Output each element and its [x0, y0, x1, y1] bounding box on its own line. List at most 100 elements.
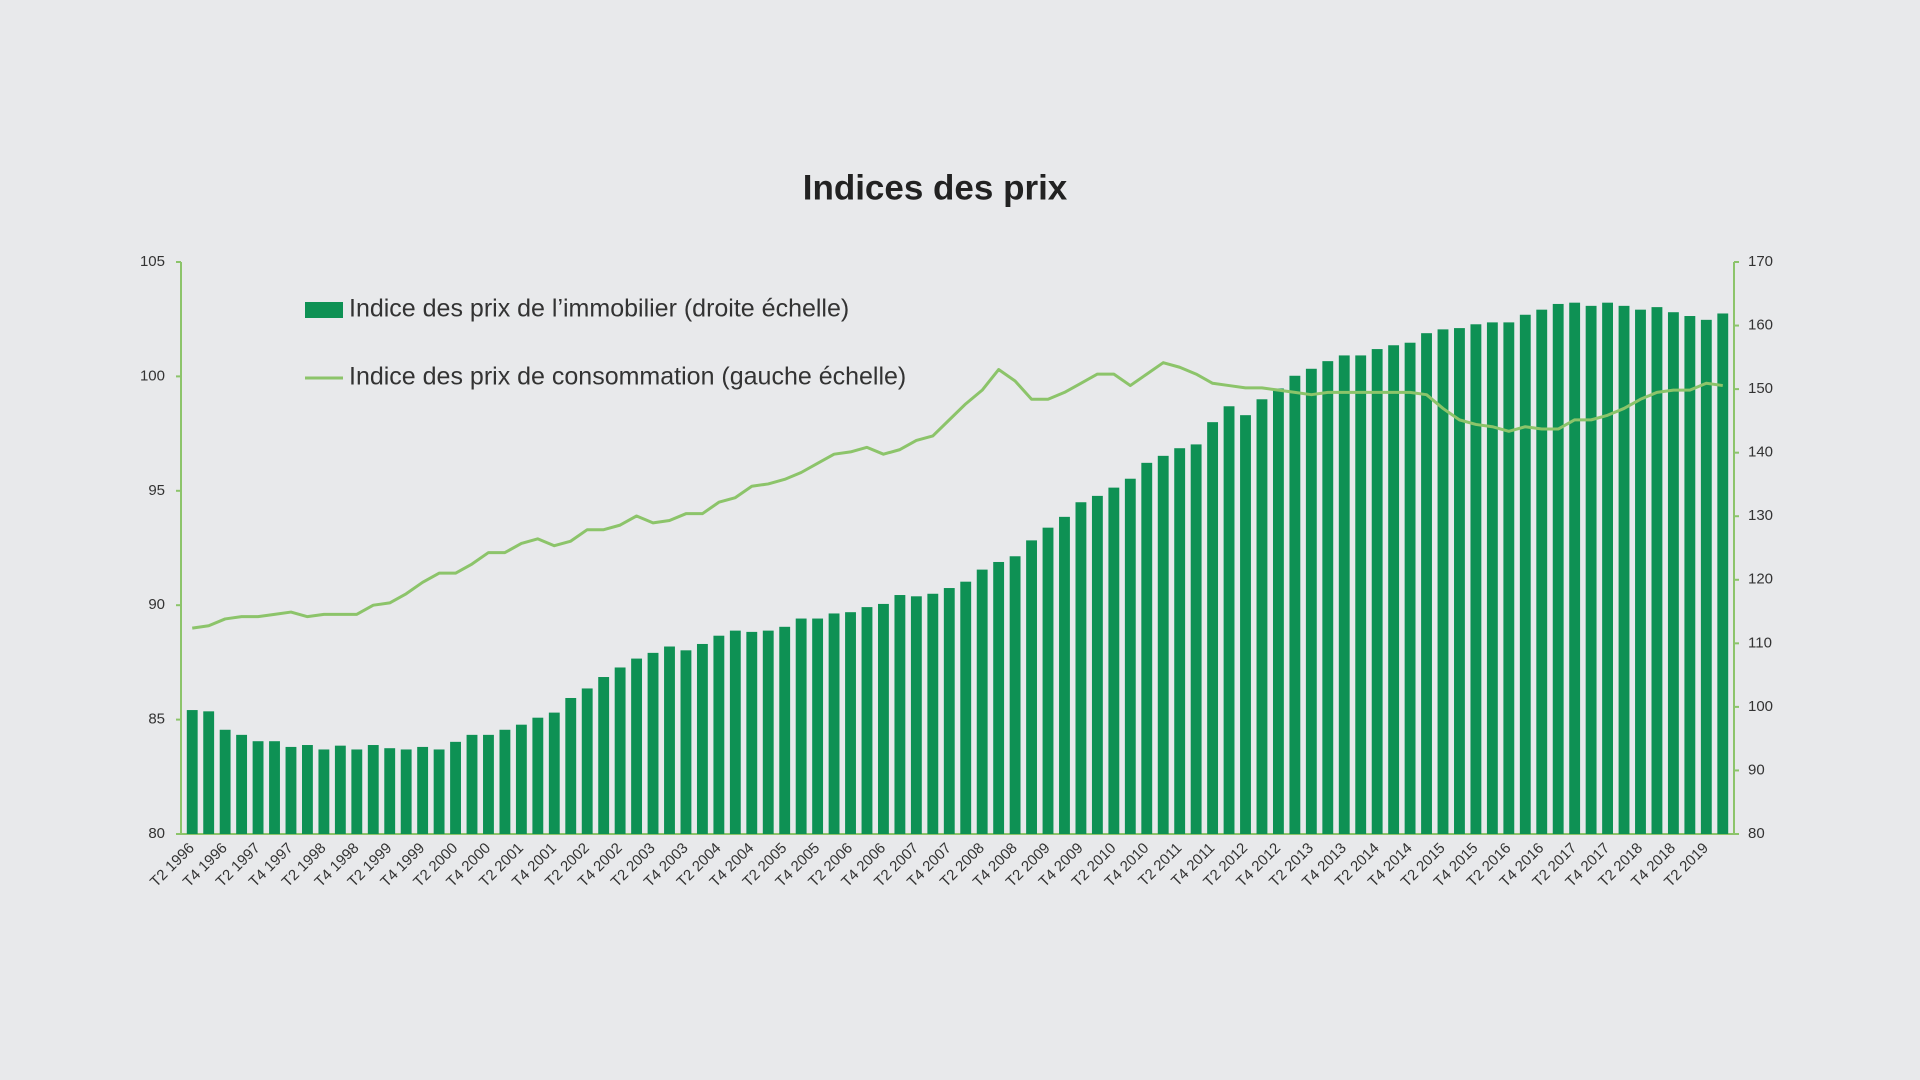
legend-label: Indice des prix de consommation (gauche … [349, 363, 906, 391]
bar [960, 581, 972, 834]
bar [1700, 319, 1712, 834]
bar [598, 677, 610, 834]
bar [976, 569, 988, 834]
bar [285, 746, 297, 834]
bar [565, 697, 577, 834]
bar [532, 717, 544, 834]
bar [1075, 502, 1087, 834]
bar [483, 734, 494, 834]
bar [269, 741, 280, 834]
y2-tick-label: 150 [1748, 380, 1773, 397]
legend-label: Indice des prix de l’immobilier (droite … [349, 295, 849, 323]
bar [762, 630, 774, 834]
bar [1042, 527, 1054, 834]
bar [943, 588, 955, 834]
bar [219, 729, 231, 834]
bar [614, 667, 626, 834]
bar [1503, 322, 1515, 834]
y2-tick-label: 90 [1748, 761, 1765, 778]
bar [795, 618, 807, 834]
bar [186, 710, 198, 834]
bar [1667, 312, 1679, 835]
bar [1684, 316, 1696, 834]
bar [581, 688, 593, 834]
bar [1470, 324, 1482, 834]
chart-title: Indices des prix [803, 168, 1068, 207]
bar [1519, 314, 1531, 834]
bar [746, 631, 758, 834]
bar [400, 749, 412, 834]
bar [1454, 328, 1465, 834]
y2-tick-label: 170 [1748, 253, 1773, 270]
bar [1289, 375, 1301, 834]
bar [1174, 448, 1186, 834]
bar [1223, 406, 1235, 834]
y-tick-label: 80 [148, 825, 165, 842]
bar [1635, 309, 1646, 835]
bar [1552, 303, 1564, 834]
bar [993, 561, 1005, 834]
bar [1388, 345, 1400, 834]
bar [696, 643, 708, 834]
bar [861, 607, 873, 834]
bar [1272, 388, 1284, 834]
y-tick-label: 85 [148, 711, 165, 728]
bar [548, 712, 560, 834]
bar [927, 593, 939, 834]
bar [1124, 478, 1136, 834]
y2-tick-label: 140 [1748, 444, 1773, 461]
bar [318, 749, 330, 834]
bar [894, 595, 906, 834]
bar [1421, 333, 1432, 834]
bar [680, 650, 692, 834]
bar [845, 612, 856, 834]
bar [1322, 361, 1334, 834]
bar [1355, 355, 1367, 834]
y2-tick-label: 160 [1748, 317, 1773, 334]
bar [828, 613, 840, 834]
bar [301, 745, 313, 834]
bar [664, 646, 675, 834]
y-tick-label: 95 [148, 482, 165, 499]
line [192, 361, 1723, 630]
bar [499, 729, 511, 834]
bar [647, 652, 659, 834]
bar [1240, 415, 1251, 834]
bar [1618, 305, 1630, 834]
bar [812, 618, 824, 834]
y-tick-label: 90 [148, 596, 165, 613]
bar [334, 745, 346, 834]
y-tick-label: 100 [140, 367, 165, 384]
bar [1305, 368, 1317, 834]
bar [450, 741, 461, 834]
bar [878, 603, 889, 834]
y2-tick-label: 120 [1748, 571, 1773, 588]
bar [1536, 309, 1548, 835]
bar [1256, 399, 1268, 834]
y2-tick-label: 130 [1748, 507, 1773, 524]
bar [417, 746, 429, 834]
bar [713, 635, 725, 834]
bar [1404, 342, 1416, 834]
bar [1486, 322, 1498, 834]
y2-tick-label: 100 [1748, 698, 1773, 715]
bar [729, 630, 741, 834]
bar [203, 711, 215, 834]
y2-tick-label: 110 [1748, 634, 1772, 651]
bar [1141, 462, 1153, 834]
bar [1009, 556, 1021, 834]
bar [1437, 329, 1449, 834]
bar [515, 724, 527, 834]
bar [1108, 487, 1120, 834]
bar [631, 658, 643, 834]
bar [1371, 349, 1383, 834]
bar [1717, 313, 1729, 835]
bar [1059, 516, 1070, 834]
bar [1338, 355, 1350, 834]
bar [367, 745, 379, 834]
bar [433, 749, 445, 834]
bar [1026, 540, 1037, 834]
